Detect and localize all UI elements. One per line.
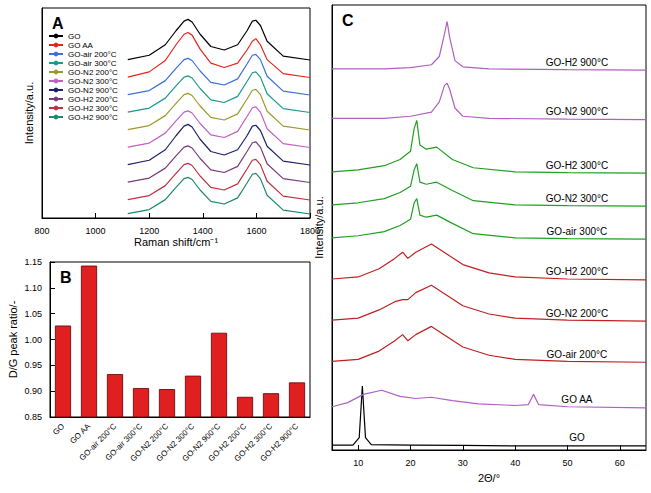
svg-text:GO-air 200°C: GO-air 200°C [77,421,119,463]
svg-text:GO-N2 200°C: GO-N2 200°C [68,68,118,77]
svg-text:GO AA: GO AA [68,41,94,50]
svg-text:GO-H2 900°C: GO-H2 900°C [259,422,301,464]
svg-text:2Θ/°: 2Θ/° [478,472,500,484]
svg-text:1800: 1800 [300,226,320,236]
svg-text:1000: 1000 [86,226,106,236]
svg-text:GO-H2 900°C: GO-H2 900°C [68,113,118,122]
svg-text:Intensity/a.u.: Intensity/a.u. [23,82,35,144]
svg-text:GO: GO [569,432,585,443]
svg-text:GO-N2 900°C: GO-N2 900°C [180,421,223,464]
svg-text:1200: 1200 [139,226,159,236]
svg-text:GO AA: GO AA [561,394,592,405]
svg-text:50: 50 [562,458,572,468]
svg-text:GO: GO [51,422,66,437]
svg-text:GO-H2 900°C: GO-H2 900°C [546,57,608,68]
svg-text:0.95: 0.95 [24,360,42,370]
svg-text:GO-H2 300°C: GO-H2 300°C [68,104,118,113]
svg-text:GO-N2 200°C: GO-N2 200°C [128,421,171,464]
svg-text:GO-N2 300°C: GO-N2 300°C [546,193,608,204]
svg-text:1.10: 1.10 [24,283,42,293]
svg-text:1.00: 1.00 [24,335,42,345]
svg-text:C: C [342,12,354,29]
svg-text:GO: GO [68,32,80,41]
svg-text:GO AA: GO AA [68,421,92,445]
svg-text:0.90: 0.90 [24,386,42,396]
svg-text:1400: 1400 [193,226,213,236]
svg-text:1.15: 1.15 [24,257,42,267]
svg-text:GO-air 300°C: GO-air 300°C [103,421,145,463]
svg-text:GO-N2 900°C: GO-N2 900°C [546,106,608,117]
svg-text:D/G peak ratio/-: D/G peak ratio/- [7,300,19,378]
svg-text:GO-air 300°C: GO-air 300°C [547,226,608,237]
svg-text:10: 10 [353,458,363,468]
svg-text:GO-N2 200°C: GO-N2 200°C [546,308,608,319]
svg-text:GO-air 200°C: GO-air 200°C [547,349,608,360]
svg-text:60: 60 [615,458,625,468]
svg-text:GO-N2 900°C: GO-N2 900°C [68,86,118,95]
svg-text:GO-N2 300°C: GO-N2 300°C [68,77,118,86]
svg-text:GO-H2 200°C: GO-H2 200°C [546,266,608,277]
svg-text:0.85: 0.85 [24,412,42,422]
svg-text:1600: 1600 [246,226,266,236]
svg-text:GO-H2 200°C: GO-H2 200°C [206,421,249,464]
svg-text:Raman shift/cm⁻¹: Raman shift/cm⁻¹ [134,236,218,248]
svg-text:1.05: 1.05 [24,309,42,319]
svg-text:GO-H2 300°C: GO-H2 300°C [546,160,608,171]
svg-text:B: B [60,269,72,286]
svg-text:GO-air 300°C: GO-air 300°C [68,59,117,68]
svg-text:GO-H2 200°C: GO-H2 200°C [68,95,118,104]
svg-text:30: 30 [458,458,468,468]
svg-text:GO-H2 300°C: GO-H2 300°C [232,421,275,464]
svg-text:20: 20 [405,458,415,468]
svg-text:800: 800 [34,226,49,236]
svg-text:40: 40 [510,458,520,468]
svg-text:GO-N2 300°C: GO-N2 300°C [154,421,197,464]
svg-text:Intensity/a.u.: Intensity/a.u. [312,196,325,259]
svg-text:GO-air 200°C: GO-air 200°C [68,50,117,59]
svg-text:A: A [52,15,64,32]
